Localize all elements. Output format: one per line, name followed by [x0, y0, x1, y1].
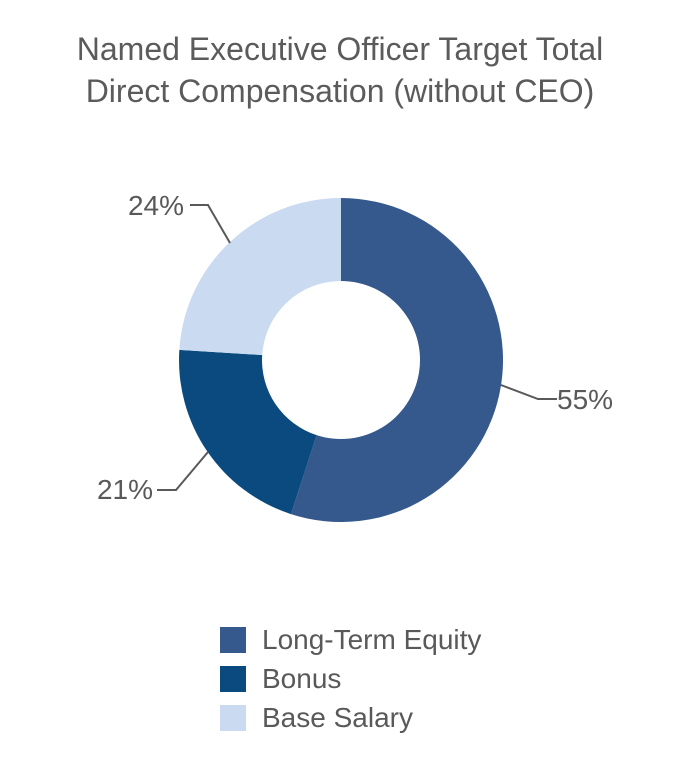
percent-label-long-term-equity: 55%: [557, 384, 613, 415]
percent-label-bonus: 21%: [97, 474, 153, 505]
leader-line-base-salary: [190, 204, 231, 244]
donut-slice-base-salary: [179, 198, 341, 356]
legend-item-long-term-equity: Long-Term Equity: [220, 624, 481, 656]
leader-line-long-term-equity: [500, 384, 557, 400]
percent-label-base-salary: 24%: [128, 190, 184, 221]
donut-slice-bonus: [179, 349, 317, 515]
legend-label-bonus: Bonus: [262, 663, 342, 694]
legend-swatch-bonus: [220, 666, 246, 692]
legend-item-bonus: Bonus: [220, 663, 481, 695]
leader-line-bonus: [157, 451, 209, 491]
legend-swatch-base-salary: [220, 705, 246, 731]
legend-label-base-salary: Base Salary: [262, 702, 413, 733]
legend-item-base-salary: Base Salary: [220, 702, 481, 734]
legend-swatch-long-term-equity: [220, 627, 246, 653]
donut-slices: [179, 198, 504, 522]
legend-label-long-term-equity: Long-Term Equity: [262, 624, 482, 655]
chart-title: Named Executive Officer Target Total Dir…: [76, 31, 604, 109]
legend: Long-Term Equity Bonus Base Salary: [220, 624, 481, 734]
donut-slice-long-term-equity: [290, 198, 504, 522]
